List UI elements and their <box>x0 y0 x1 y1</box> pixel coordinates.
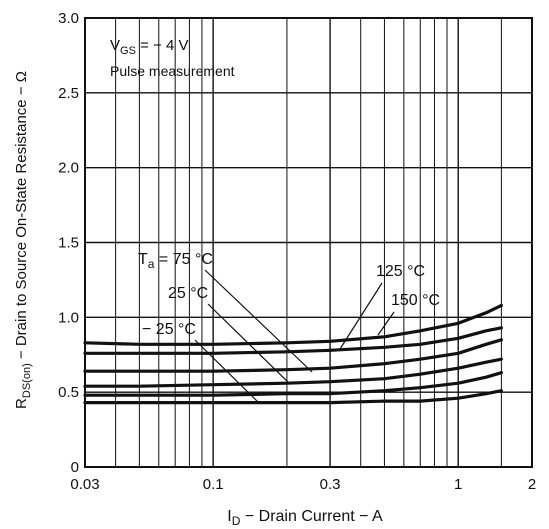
series-line <box>83 326 503 355</box>
y-tick-label: 2.5 <box>58 85 79 102</box>
series-line <box>83 303 503 346</box>
leader-line <box>194 339 259 403</box>
y-axis-label: RDS(on) − Drain to Source On-State Resis… <box>13 71 33 409</box>
x-tick-label: 1 <box>454 476 462 493</box>
y-tick-label: 0 <box>71 459 79 476</box>
leader-line <box>207 303 291 385</box>
series-line <box>83 371 503 397</box>
x-tick-label: 0.3 <box>320 476 341 493</box>
series-line <box>83 389 503 405</box>
curves <box>83 303 503 405</box>
annotation-minus-25: − 25 °C <box>142 321 196 338</box>
y-tick-label: 2.0 <box>58 160 79 177</box>
plot-frame <box>84 17 533 468</box>
condition-pulse: Pulse measurement <box>110 63 235 79</box>
y-tick-label: 0.5 <box>58 384 79 401</box>
y-tick-label: 1.5 <box>58 235 79 252</box>
annotation-25: 25 °C <box>168 285 208 302</box>
grid <box>85 18 532 467</box>
y-tick-label: 1.0 <box>58 309 79 326</box>
annotation-leaders <box>194 269 395 403</box>
annotation-125: 125 °C <box>376 263 425 280</box>
tick-labels: 0 0.5 1.0 1.5 2.0 2.5 3.0 0.03 0.1 0.3 1 2 <box>58 10 536 493</box>
x-tick-label: 0.03 <box>70 476 99 493</box>
leader-line <box>339 282 383 350</box>
x-axis-label: ID − Drain Current − A <box>227 508 383 528</box>
x-tick-label: 2 <box>528 476 536 493</box>
condition-vgs: VGS = − 4 V <box>110 37 188 57</box>
series-line <box>83 338 503 373</box>
annotation-ta-75: Ta = 75 °C <box>138 251 213 271</box>
x-tick-label: 0.1 <box>203 476 224 493</box>
leader-line <box>377 311 395 336</box>
annotation-150: 150 °C <box>391 292 440 309</box>
series-line <box>83 357 503 388</box>
y-tick-label: 3.0 <box>58 10 79 27</box>
leader-line <box>204 269 313 373</box>
